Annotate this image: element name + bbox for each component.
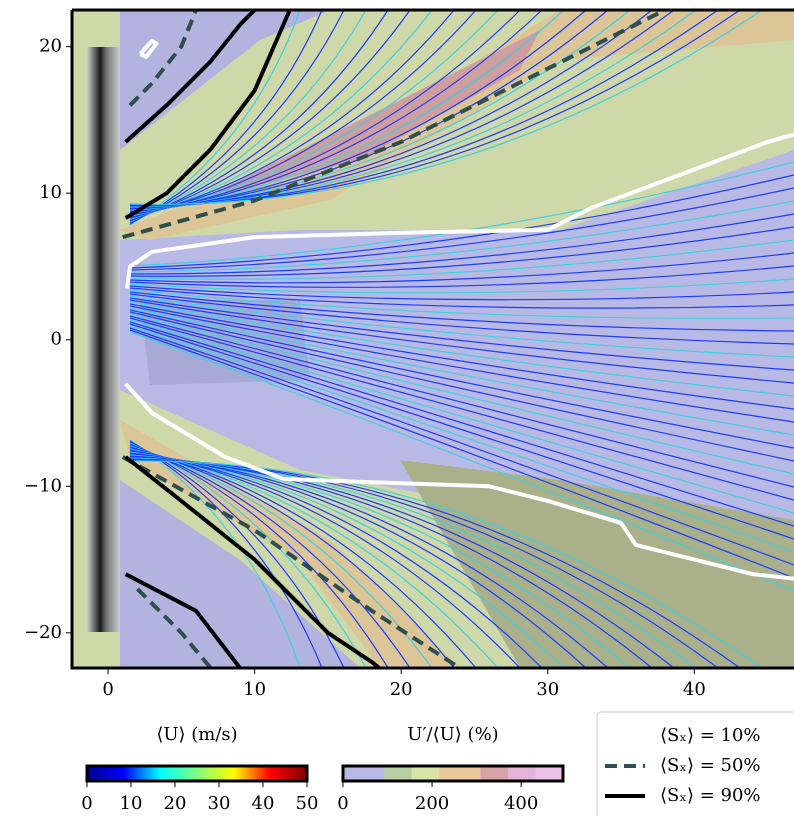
streamline: [129, 291, 794, 332]
streamline: [129, 446, 455, 669]
streamline: [129, 9, 433, 220]
streamlines: [129, 9, 794, 669]
streamline: [129, 325, 794, 553]
streamline: [129, 447, 477, 669]
colorbar-band: [398, 766, 413, 781]
colorbar-band: [549, 766, 564, 781]
streamline: [129, 295, 794, 358]
contour-line: [124, 38, 794, 581]
axes-frame: [70, 8, 794, 670]
legend-label: ⟨Sₓ⟩ = 90%: [660, 785, 761, 806]
streamline: [129, 252, 794, 284]
colorbar-band: [439, 766, 454, 781]
streamline: [129, 307, 794, 436]
streamline: [129, 9, 499, 217]
colorbar-label: U′/⟨U⟩ (%): [407, 724, 498, 745]
streamline: [129, 301, 794, 397]
colorbar-band: [425, 766, 440, 781]
streamline: [129, 289, 794, 320]
colorbar-tick-label: 30: [208, 793, 231, 814]
colorbar-band: [384, 766, 399, 781]
streamline: [129, 9, 477, 218]
x-tick-label: 20: [390, 679, 413, 700]
legend-box: [596, 711, 794, 816]
colorbar: [341, 764, 565, 783]
colorbar-band: [508, 766, 523, 781]
streamline: [129, 174, 794, 269]
streamline: [129, 317, 794, 501]
y-tick-label: 10: [39, 182, 62, 203]
streamline: [129, 297, 794, 371]
streamline: [129, 331, 794, 592]
colorbar-tick-label: 20: [164, 793, 187, 814]
streamline: [129, 187, 794, 271]
streamline: [129, 460, 763, 669]
y-tick-label: 20: [39, 36, 62, 57]
legend-label: ⟨Sₓ⟩ = 10%: [660, 725, 761, 746]
streamline: [129, 315, 794, 488]
streamline: [129, 448, 499, 669]
colorbar-tick-label: 10: [120, 793, 143, 814]
colorbar: [85, 764, 309, 783]
streamline: [129, 285, 794, 301]
streamline: [129, 278, 794, 294]
colorbar-band: [494, 766, 509, 781]
streamline: [129, 319, 794, 514]
colorbar-tick-label: 200: [415, 793, 449, 814]
colorbar-band: [356, 766, 371, 781]
contour-line: [124, 8, 381, 670]
streamline: [129, 442, 367, 669]
colorbar-tick-label: 0: [337, 793, 348, 814]
colorbar-label: ⟨U⟩ (m/s): [156, 724, 237, 745]
x-tick-label: 40: [683, 679, 706, 700]
colorbar-tick-label: 0: [81, 793, 92, 814]
colorbar-band: [466, 766, 481, 781]
colorbar-band: [535, 766, 550, 781]
colorbar-tick-label: 50: [296, 793, 319, 814]
legend-label: ⟨Sₓ⟩ = 50%: [660, 755, 761, 776]
x-tick-label: 10: [243, 679, 266, 700]
streamline: [129, 265, 794, 288]
streamline: [129, 226, 794, 277]
y-tick-label: 0: [51, 329, 62, 350]
streamline: [129, 299, 794, 384]
streamline: [129, 321, 794, 527]
colorbar-band: [411, 766, 426, 781]
streamline: [129, 239, 794, 280]
streamline: [129, 439, 301, 669]
y-tick-label: −10: [24, 475, 62, 496]
streamline: [129, 213, 794, 275]
colorbar-band: [453, 766, 468, 781]
streamline: [129, 303, 794, 410]
streamline: [129, 313, 794, 475]
plot-area: [121, 8, 794, 670]
streamline: [129, 309, 794, 449]
streamline: [129, 444, 411, 669]
y-tick-label: −20: [24, 622, 62, 643]
streamline: [129, 311, 794, 462]
streamline: [129, 440, 323, 669]
streamline: [129, 9, 763, 205]
streamline: [129, 200, 794, 273]
x-tick-label: 0: [102, 679, 113, 700]
colorbar-band: [521, 766, 536, 781]
streamline: [129, 449, 521, 669]
streamline: [129, 305, 794, 423]
colorbar-tick-label: 40: [252, 793, 275, 814]
contour-line: [121, 8, 666, 670]
streamline: [129, 443, 389, 669]
streamline: [129, 9, 455, 219]
colorbar-band: [370, 766, 385, 781]
streamline: [129, 293, 794, 345]
colorbar-tick-label: 400: [504, 793, 538, 814]
x-tick-label: 30: [536, 679, 559, 700]
streamline: [129, 327, 794, 566]
colorbar-band: [343, 766, 358, 781]
streamline: [129, 287, 794, 309]
colorbar-band: [480, 766, 495, 781]
streamline: [129, 9, 411, 221]
streamline: [129, 323, 794, 540]
streamline: [129, 329, 794, 579]
